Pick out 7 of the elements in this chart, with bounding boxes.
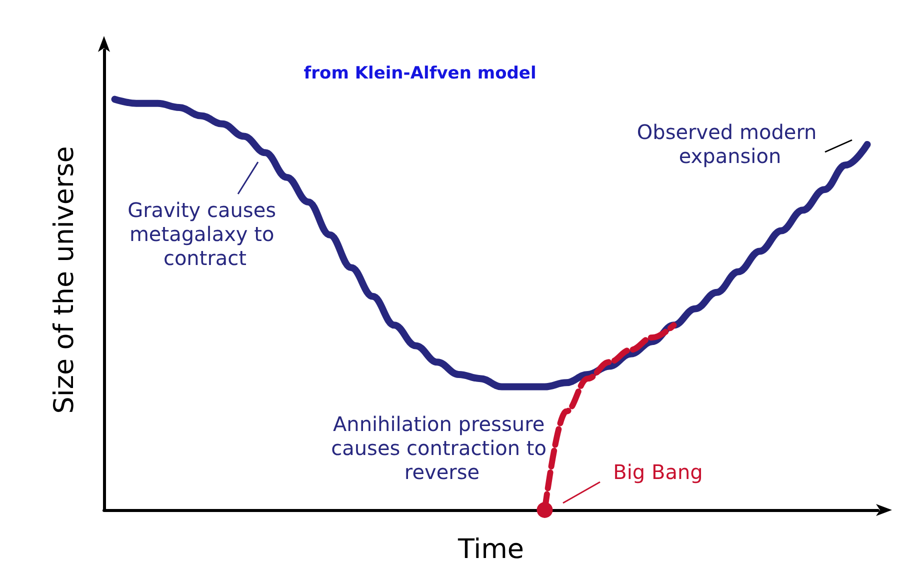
annotation: Gravity causes metagalaxy to contract — [128, 198, 282, 270]
x-axis-title: Time — [456, 534, 524, 565]
annotation: Annihilation pressure causes contraction to reverse — [331, 412, 553, 484]
annotation: Observed modern expansion — [636, 120, 824, 168]
y-axis-title: Size of the universe — [49, 146, 80, 414]
chart-title: from Klein-Alfven model — [304, 64, 536, 84]
annotation: Big Bang — [613, 460, 703, 484]
